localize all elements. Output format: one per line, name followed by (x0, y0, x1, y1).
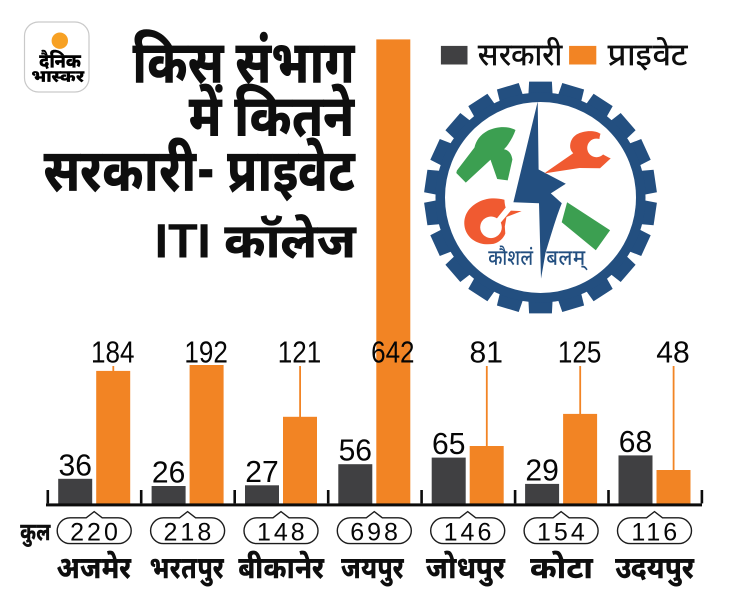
svg-text:154: 154 (537, 518, 588, 546)
svg-text:56: 56 (339, 433, 372, 468)
svg-text:148: 148 (257, 518, 308, 546)
svg-text:36: 36 (58, 448, 91, 483)
svg-text:220: 220 (70, 518, 121, 546)
svg-text:68: 68 (619, 424, 652, 459)
svg-text:184: 184 (91, 335, 134, 370)
svg-text:27: 27 (245, 454, 278, 489)
svg-text:116: 116 (631, 518, 680, 546)
svg-text:29: 29 (525, 453, 558, 488)
svg-text:48: 48 (656, 335, 689, 370)
svg-text:192: 192 (184, 335, 227, 370)
svg-text:121: 121 (278, 335, 321, 370)
svg-text:65: 65 (432, 427, 465, 462)
svg-text:642: 642 (371, 335, 414, 370)
svg-text:125: 125 (558, 335, 601, 370)
svg-text:698: 698 (350, 518, 401, 546)
svg-text:26: 26 (152, 455, 185, 490)
svg-text:81: 81 (469, 335, 502, 370)
svg-text:146: 146 (444, 518, 495, 546)
svg-text:218: 218 (164, 518, 215, 546)
